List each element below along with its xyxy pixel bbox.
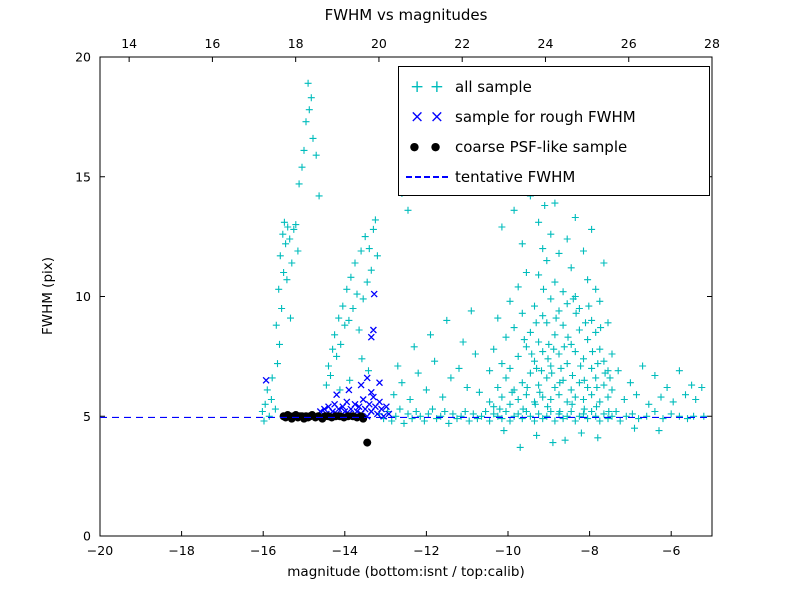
svg-text:−16: −16 [250, 543, 276, 558]
svg-text:−20: −20 [87, 543, 113, 558]
svg-text:−18: −18 [168, 543, 194, 558]
x-axis-label: magnitude (bottom:isnt / top:calib) [287, 564, 525, 580]
dashed-line-icon [399, 162, 455, 192]
svg-text:26: 26 [621, 36, 637, 51]
svg-text:16: 16 [204, 36, 220, 51]
legend-label: coarse PSF-like sample [455, 138, 628, 156]
svg-text:22: 22 [454, 36, 470, 51]
svg-text:20: 20 [371, 36, 387, 51]
legend: + + all sample × × sample for rough FWHM… [398, 66, 710, 196]
svg-text:0: 0 [83, 529, 91, 544]
x-marker-icon: × × [410, 107, 444, 127]
chart-title: FWHM vs magnitudes [324, 6, 488, 24]
svg-text:−10: −10 [495, 543, 521, 558]
svg-text:15: 15 [75, 169, 91, 184]
dot-marker-icon: ● ● [409, 140, 445, 153]
svg-text:5: 5 [83, 409, 91, 424]
legend-item-tentative-fwhm: tentative FWHM [399, 162, 709, 192]
legend-item-rough-fwhm: × × sample for rough FWHM [399, 102, 709, 132]
svg-text:10: 10 [75, 289, 91, 304]
y-axis-label: FWHM (pix) [40, 256, 56, 336]
legend-label: all sample [455, 78, 532, 96]
legend-label: sample for rough FWHM [455, 108, 636, 126]
svg-text:−6: −6 [662, 543, 680, 558]
svg-text:14: 14 [121, 36, 137, 51]
legend-item-all-sample: + + all sample [399, 72, 709, 102]
svg-text:−12: −12 [413, 543, 439, 558]
svg-text:−14: −14 [332, 543, 358, 558]
svg-text:18: 18 [288, 36, 304, 51]
plus-marker-icon: + + [410, 77, 444, 97]
svg-text:24: 24 [538, 36, 554, 51]
svg-text:−8: −8 [580, 543, 598, 558]
svg-text:28: 28 [704, 36, 720, 51]
legend-item-psf-sample: ● ● coarse PSF-like sample [399, 132, 709, 162]
svg-text:20: 20 [75, 50, 91, 65]
legend-label: tentative FWHM [455, 168, 576, 186]
